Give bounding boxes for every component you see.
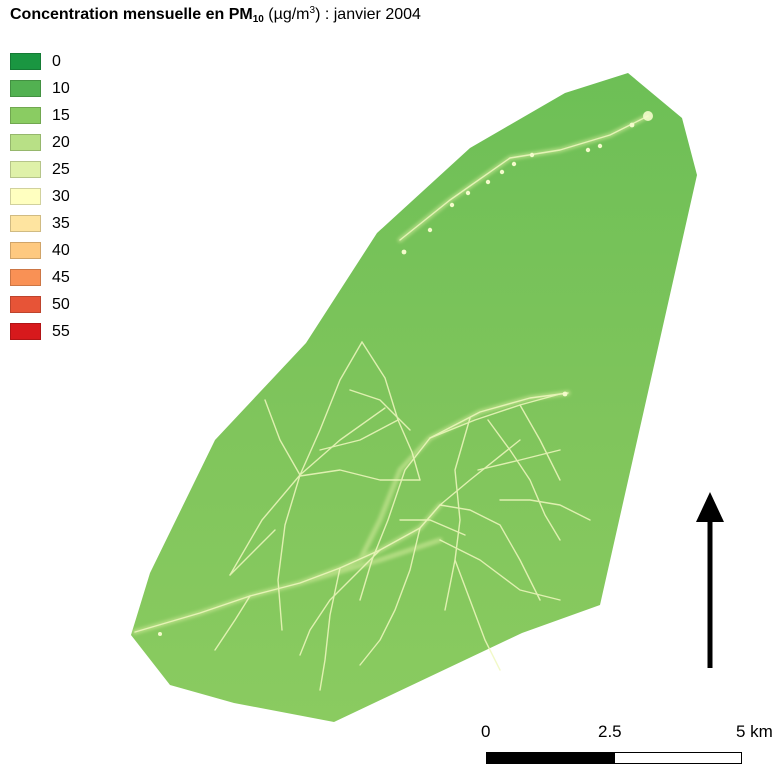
title-pm: Concentration mensuelle en PM bbox=[10, 6, 253, 23]
legend-swatch bbox=[10, 269, 41, 286]
title-unit-open: (µg/m bbox=[263, 6, 310, 23]
scale-label: 0 bbox=[481, 722, 491, 741]
legend-item: 15 bbox=[10, 102, 70, 129]
legend-label: 45 bbox=[52, 268, 70, 286]
map-title: Concentration mensuelle en PM10 (µg/m3) … bbox=[10, 5, 421, 25]
legend-swatch bbox=[10, 80, 41, 97]
legend-label: 10 bbox=[52, 79, 70, 97]
legend-item: 50 bbox=[10, 291, 70, 318]
title-suffix: ) : janvier 2004 bbox=[315, 6, 421, 23]
legend-swatch bbox=[10, 242, 41, 259]
scale-bar-graphic bbox=[486, 752, 742, 764]
legend-swatch bbox=[10, 161, 41, 178]
legend-item: 30 bbox=[10, 183, 70, 210]
scale-bar: 0 2.5 5 km bbox=[470, 722, 784, 772]
legend-label: 20 bbox=[52, 133, 70, 151]
legend-swatch bbox=[10, 134, 41, 151]
legend-swatch bbox=[10, 53, 41, 70]
legend-item: 0 bbox=[10, 48, 70, 75]
road-network bbox=[132, 111, 653, 691]
legend-label: 15 bbox=[52, 106, 70, 124]
legend-label: 55 bbox=[52, 322, 70, 340]
study-area bbox=[131, 73, 697, 722]
legend-swatch bbox=[10, 188, 41, 205]
legend-label: 40 bbox=[52, 241, 70, 259]
title-pm-subscript: 10 bbox=[252, 14, 264, 25]
legend-swatch bbox=[10, 107, 41, 124]
legend-label: 35 bbox=[52, 214, 70, 232]
title-unit-superscript: 3 bbox=[309, 5, 316, 16]
legend-swatch bbox=[10, 215, 41, 232]
legend-item: 20 bbox=[10, 129, 70, 156]
legend-item: 25 bbox=[10, 156, 70, 183]
scale-label: 5 km bbox=[736, 722, 773, 741]
legend-label: 50 bbox=[52, 295, 70, 313]
legend-item: 55 bbox=[10, 318, 70, 345]
legend-item: 10 bbox=[10, 75, 70, 102]
scale-label: 2.5 bbox=[598, 722, 622, 741]
legend-swatch bbox=[10, 296, 41, 313]
legend-label: 25 bbox=[52, 160, 70, 178]
legend-item: 45 bbox=[10, 264, 70, 291]
legend-item: 35 bbox=[10, 210, 70, 237]
north-arrow-icon bbox=[696, 492, 724, 668]
legend-label: 0 bbox=[52, 52, 61, 70]
legend-label: 30 bbox=[52, 187, 70, 205]
scale-bar-black-segment bbox=[487, 753, 615, 763]
legend-item: 40 bbox=[10, 237, 70, 264]
legend: 0 10 15 20 25 30 35 40 45 50 55 bbox=[10, 48, 70, 345]
legend-swatch bbox=[10, 323, 41, 340]
